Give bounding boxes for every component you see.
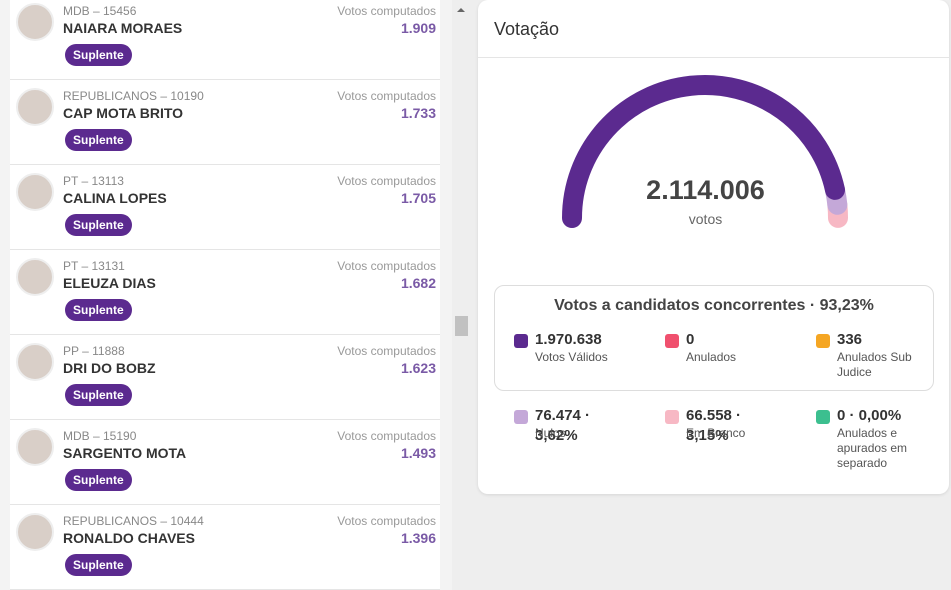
candidate-name: SARGENTO MOTA: [63, 445, 187, 461]
status-badge: Suplente: [65, 299, 132, 321]
avatar: [16, 343, 54, 381]
total-votes: 2.114.006: [646, 175, 765, 205]
candidate-name: RONALDO CHAVES: [63, 530, 195, 546]
avatar: [16, 88, 54, 126]
separator: [10, 79, 440, 80]
item-label: Anulados Sub Judice: [837, 350, 912, 379]
item-label: Nulos: [535, 426, 566, 440]
votes: 1.705: [400, 190, 436, 206]
separator: [10, 249, 440, 250]
candidate-name: CAP MOTA BRITO: [63, 105, 184, 121]
party: PT – 13113: [63, 174, 124, 188]
votes-label: Votos computados: [337, 259, 436, 273]
avatar: [16, 258, 54, 296]
party: REPUBLICANOS – 10444: [63, 514, 204, 528]
status-badge: Suplente: [65, 214, 132, 236]
avatar: [16, 173, 54, 211]
item-label: Anulados: [686, 350, 737, 364]
gauge-segment: [562, 75, 845, 228]
votes: 1.493: [400, 445, 436, 461]
item-value: 1.970.638: [535, 331, 602, 348]
separator: [10, 334, 440, 335]
summary-box: [494, 285, 934, 391]
separator: [10, 419, 440, 420]
scroll-up[interactable]: [456, 6, 466, 14]
legend-swatch: [514, 334, 528, 348]
party: PT – 13131: [63, 259, 125, 273]
party: REPUBLICANOS – 10190: [63, 89, 204, 103]
divider: [478, 57, 949, 58]
separator: [10, 504, 440, 505]
status-badge: Suplente: [65, 469, 132, 491]
votes: 1.623: [400, 360, 436, 376]
separator: [10, 164, 440, 165]
candidate-panel: MDB – 15456 NAIARA MORAES Votos computados…: [0, 0, 452, 590]
item-label: Votos Válidos: [535, 350, 608, 364]
party: PP – 11888: [63, 344, 125, 358]
legend-swatch: [816, 410, 830, 424]
votes-label: Votos computados: [337, 429, 436, 443]
candidate-name: ELEUZA DIAS: [63, 275, 156, 291]
avatar: [16, 513, 54, 551]
status-badge: Suplente: [65, 129, 132, 151]
votes-label: Votos computados: [337, 89, 436, 103]
status-badge: Suplente: [65, 384, 132, 406]
legend-swatch: [665, 334, 679, 348]
scrollbar-thumb[interactable]: [455, 316, 468, 336]
legend-swatch: [816, 334, 830, 348]
summary: Votos a candidatos concorrentes · 93,23%: [554, 297, 874, 314]
item-label: Em Branco: [686, 426, 746, 440]
votes: 1.733: [400, 105, 436, 121]
candidate-name: DRI DO BOBZ: [63, 360, 156, 376]
avatar: [16, 428, 54, 466]
votes: 1.909: [400, 20, 436, 36]
card-title: Votação: [494, 19, 560, 39]
votes-label: Votos computados: [337, 514, 436, 528]
item-value: 0 · 0,00%: [837, 407, 902, 424]
item-value: 0: [686, 331, 695, 348]
votes: 1.682: [400, 275, 436, 291]
votes-label: Votos computados: [337, 344, 436, 358]
total-unit: votos: [688, 211, 723, 227]
party: MDB – 15456: [63, 4, 137, 18]
votes: 1.396: [400, 530, 436, 546]
candidate-name: NAIARA MORAES: [63, 20, 183, 36]
status-badge: Suplente: [65, 44, 132, 66]
legend-swatch: [665, 410, 679, 424]
item-value: 76.474 · 3,62%: [535, 407, 591, 444]
votes-label: Votos computados: [337, 4, 436, 18]
vote-card: Votação 2.114.006 votos Votos a candidat…: [478, 0, 949, 494]
item-label: Anulados e apurados em separado: [837, 426, 908, 470]
avatar: [16, 3, 54, 41]
status-badge: Suplente: [65, 554, 132, 576]
item-value: 336: [837, 331, 863, 348]
votes-label: Votos computados: [337, 174, 436, 188]
gauge: [562, 75, 848, 228]
candidate-list: MDB – 15456 NAIARA MORAES Votos computados…: [10, 0, 440, 590]
legend-swatch: [514, 410, 528, 424]
candidate-name: CALINA LOPES: [63, 190, 167, 206]
party: MDB – 15190: [63, 429, 137, 443]
item-value: 66.558 · 3,15%: [686, 407, 742, 444]
